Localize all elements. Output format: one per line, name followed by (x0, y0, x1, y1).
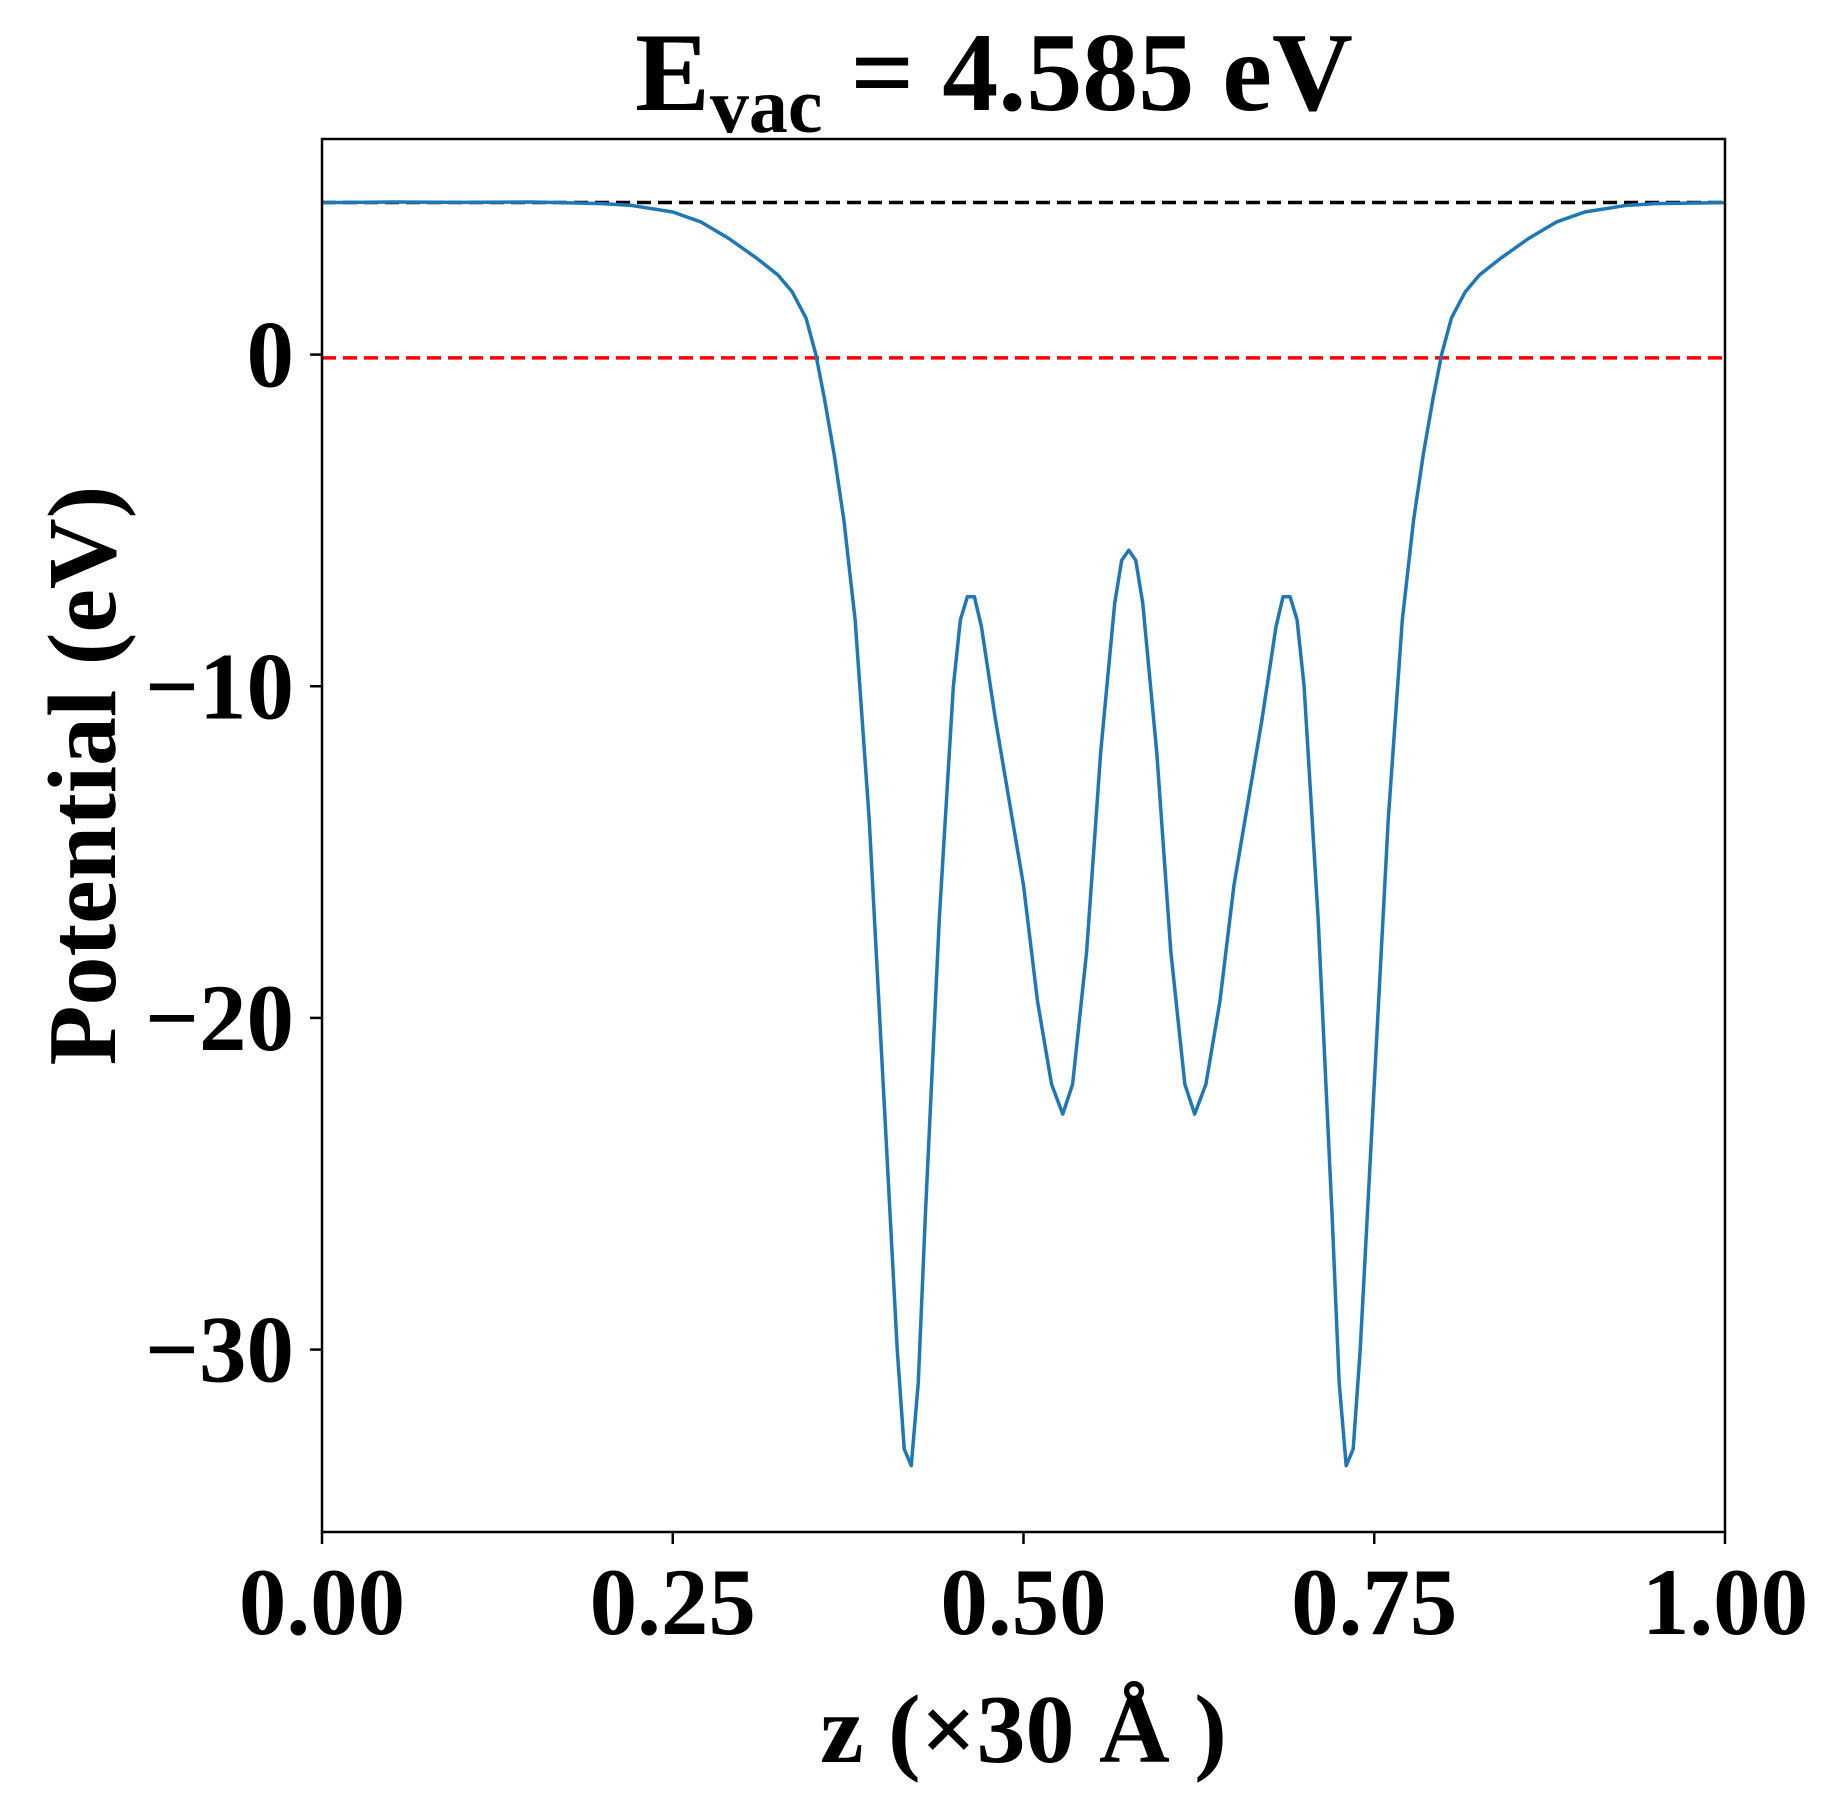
y-tick-label: 0 (247, 302, 295, 408)
plot-frame (320, 137, 1727, 1534)
x-tick-label: 0.75 (1291, 1549, 1457, 1655)
x-tick-label: 0.50 (940, 1549, 1106, 1655)
x-axis-title: z (×30 Å ) (820, 1676, 1227, 1784)
plot-area (322, 200, 1725, 1468)
x-tick-label: 1.00 (1642, 1549, 1808, 1655)
series-line-1 (322, 200, 1725, 1468)
x-tick-label: 0.25 (590, 1549, 756, 1655)
x-tick-label: 0.00 (239, 1549, 405, 1655)
y-tick-label: −10 (145, 633, 294, 739)
y-tick-label: −30 (145, 1297, 294, 1403)
chart-title: Evac = 4.585 eV (635, 11, 1353, 149)
y-tick-label: −20 (145, 965, 294, 1071)
y-axis-title: Potential (eV) (29, 486, 137, 1066)
